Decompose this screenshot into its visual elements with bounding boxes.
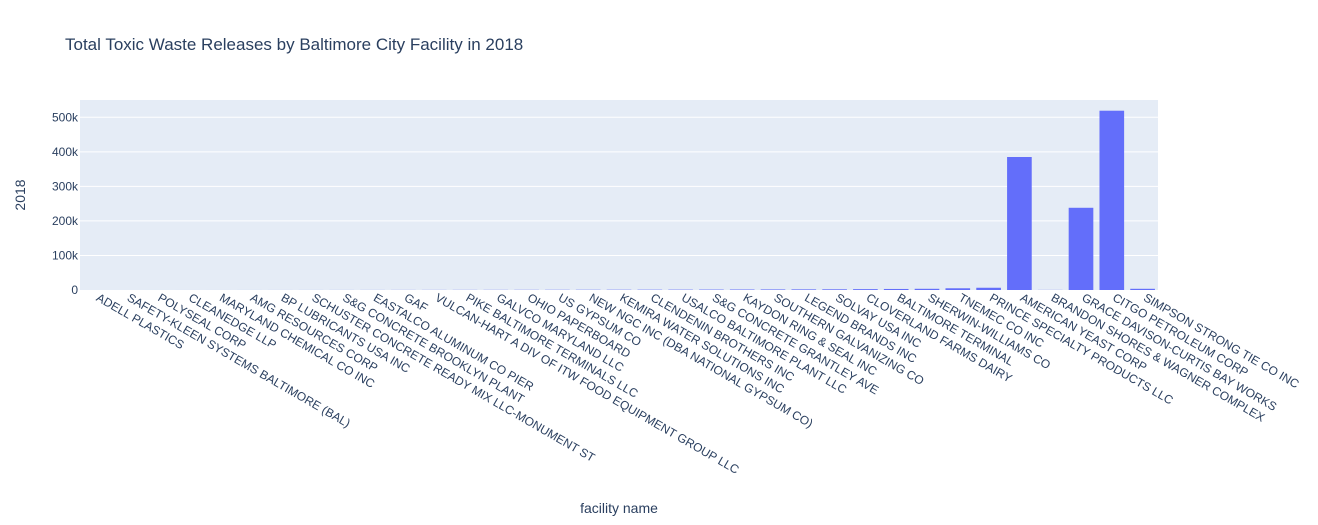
y-tick-label: 0 bbox=[71, 283, 78, 297]
y-tick-label: 100k bbox=[52, 248, 79, 262]
bars bbox=[83, 110, 1155, 290]
bar bbox=[760, 289, 786, 290]
bar bbox=[853, 289, 878, 290]
y-tick-label: 300k bbox=[52, 179, 79, 193]
bar bbox=[1099, 110, 1125, 290]
x-axis-title: facility name bbox=[580, 500, 658, 516]
plot-area bbox=[80, 100, 1158, 290]
y-tick-label: 500k bbox=[52, 110, 79, 124]
bar bbox=[1130, 288, 1155, 290]
gridlines bbox=[80, 116, 1158, 256]
bar bbox=[822, 289, 847, 290]
bar bbox=[976, 287, 1001, 290]
bar bbox=[791, 289, 817, 290]
y-tick-labels: 0 100k 200k 300k 400k 500k bbox=[52, 110, 79, 297]
y-tick-label: 400k bbox=[52, 145, 79, 159]
bar bbox=[1068, 207, 1094, 290]
bar bbox=[883, 288, 909, 290]
bar bbox=[914, 288, 940, 290]
y-axis-title: 2018 bbox=[12, 179, 28, 210]
y-tick-label: 200k bbox=[52, 214, 79, 228]
chart-title: Total Toxic Waste Releases by Baltimore … bbox=[65, 35, 523, 54]
bar bbox=[945, 288, 971, 290]
bar bbox=[1007, 157, 1032, 290]
